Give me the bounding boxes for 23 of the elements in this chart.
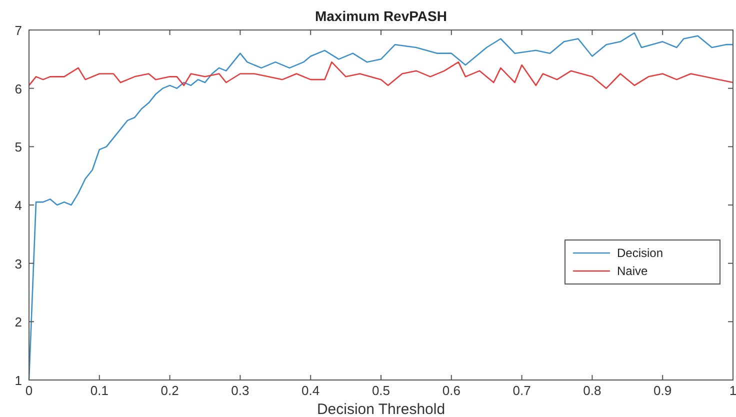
x-tick-label: 0.6	[442, 383, 460, 398]
line-series	[28, 61, 734, 89]
x-tick-label: 0.5	[372, 383, 390, 398]
x-tick-label: 0.7	[512, 383, 531, 398]
x-tick-label: 0	[25, 383, 33, 398]
y-tick-label: 2	[14, 314, 22, 330]
y-tick-label: 5	[14, 140, 22, 155]
x-tick-label: 0.2	[160, 383, 179, 398]
y-tick-label: 3	[14, 256, 22, 272]
y-tick-label: 7	[14, 23, 22, 38]
x-axis-title: Decision Threshold	[316, 401, 446, 417]
x-tick-label: 0.9	[654, 383, 672, 398]
y-tick-label: 4	[14, 198, 22, 213]
x-tick-label: 0.8	[583, 383, 602, 398]
y-tick-label: 1	[14, 373, 22, 388]
x-tick-label: 0.4	[302, 383, 320, 398]
legend-label: Naive	[617, 264, 648, 278]
y-tick-label: 6	[14, 81, 22, 96]
x-tick-label: 0.1	[90, 383, 108, 398]
x-tick-label: 1	[729, 383, 736, 398]
x-tick-label: 0.3	[231, 383, 250, 398]
legend-label: Decision	[617, 246, 664, 260]
chart-title: Maximum RevPASH	[314, 8, 448, 24]
